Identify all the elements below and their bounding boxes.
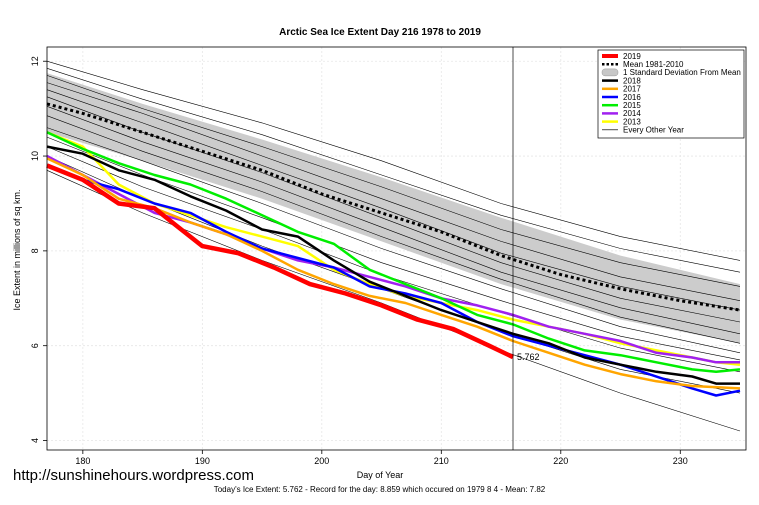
x-axis: 180 190 200 210 220 230 [75, 450, 688, 466]
legend-label: Mean 1981-2010 [623, 60, 684, 69]
legend-label: 1 Standard Deviation From Mean [623, 68, 741, 77]
legend-label: 2015 [623, 101, 641, 110]
other-year-line [46, 96, 741, 323]
legend-label: Every Other Year [623, 126, 684, 135]
legend-box [597, 49, 745, 139]
legend-label: 2019 [623, 52, 641, 61]
watermark-url: http://sunshinehours.wordpress.com [13, 467, 254, 484]
y-tick-label: 4 [30, 438, 40, 443]
legend-label: 2018 [623, 76, 641, 85]
other-year-line [46, 127, 741, 354]
x-tick-label: 190 [195, 456, 210, 466]
other-year-line [46, 82, 741, 301]
legend-label: 2014 [623, 109, 641, 118]
series-line-2015 [46, 131, 741, 374]
chart-title: Arctic Sea Ice Extent Day 216 1978 to 20… [279, 27, 481, 38]
legend-label: 2013 [623, 117, 641, 126]
other-year-line [46, 89, 741, 311]
current-value-annotation: 5.762 [517, 352, 540, 362]
other-year-line [46, 170, 741, 432]
legend-label: 2016 [623, 93, 641, 102]
y-tick-label: 6 [30, 343, 40, 348]
other-year-line [46, 60, 741, 261]
x-tick-label: 180 [75, 456, 90, 466]
other-year-line [46, 106, 741, 335]
legend-label: 2017 [623, 85, 641, 94]
series-line-2018 [46, 145, 740, 385]
other-year-line [46, 146, 741, 373]
other-year-line [46, 115, 741, 344]
x-tick-label: 210 [434, 456, 449, 466]
other-year-line [46, 75, 741, 287]
y-axis: 4 6 8 10 12 [30, 56, 47, 443]
other-year-line [46, 136, 741, 361]
other-year-line [46, 68, 741, 273]
x-axis-label: Day of Year [357, 470, 404, 480]
y-axis-label: Ice Extent in millions of sq km. [12, 189, 22, 310]
plot-frame [46, 46, 747, 451]
series-line-2016 [46, 164, 741, 397]
footer-stats: Today's Ice Extent: 5.762 - Record for t… [213, 485, 546, 494]
y-tick-label: 10 [30, 151, 40, 161]
highlight-series [46, 131, 741, 397]
y-tick-label: 8 [30, 248, 40, 253]
series-line-2019 [46, 163, 514, 360]
x-tick-label: 220 [553, 456, 568, 466]
x-tick-label: 230 [673, 456, 688, 466]
y-tick-label: 12 [30, 56, 40, 66]
legend-swatch [601, 68, 619, 77]
x-tick-label: 200 [314, 456, 329, 466]
